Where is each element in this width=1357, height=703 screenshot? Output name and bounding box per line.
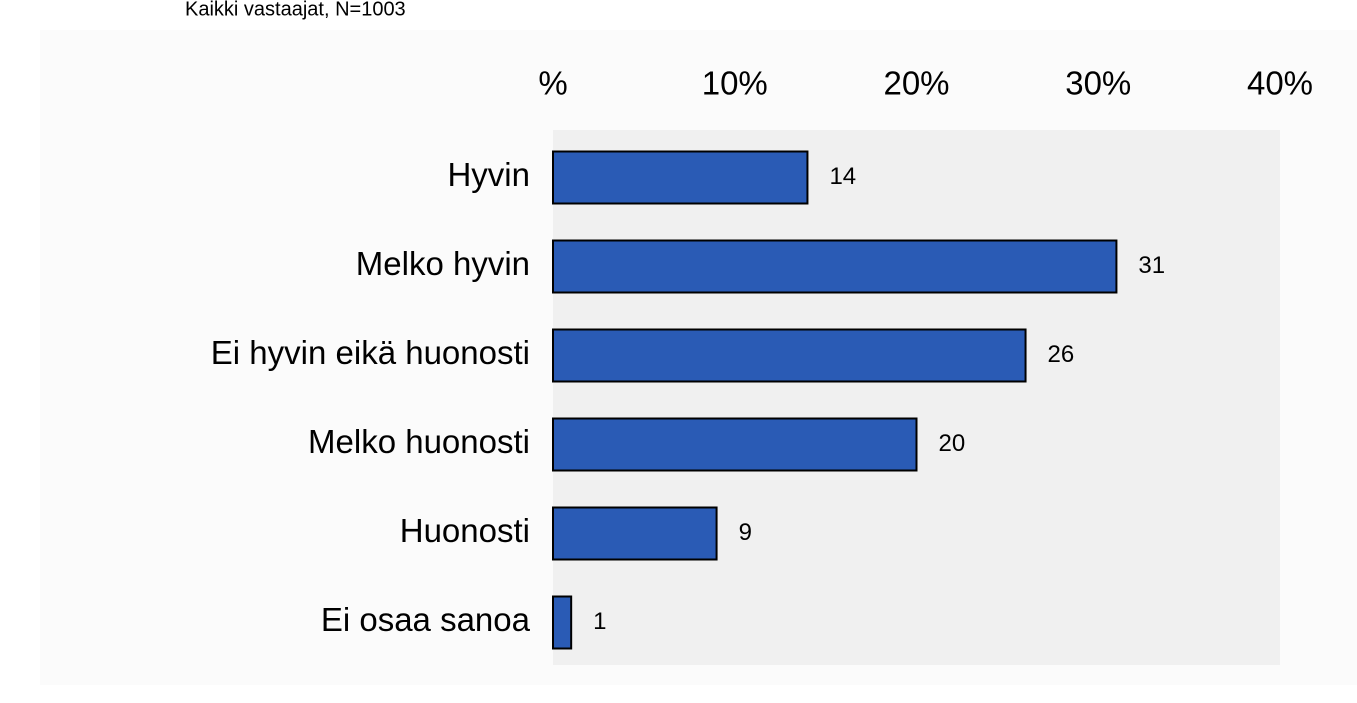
- x-tick-label: 40%: [1247, 65, 1313, 102]
- x-tick-label: 10%: [702, 65, 768, 102]
- value-label: 9: [739, 519, 752, 546]
- bar: [552, 595, 573, 650]
- y-tick-label: Melko hyvin: [356, 245, 530, 282]
- plot-area: [553, 130, 1280, 665]
- value-label: 26: [1048, 341, 1075, 368]
- bar: [552, 417, 918, 472]
- bar: [552, 506, 718, 561]
- y-tick-label: Melko huonosti: [308, 423, 530, 460]
- x-tick-label: 30%: [1065, 65, 1131, 102]
- y-tick-label: Huonosti: [400, 512, 530, 549]
- x-tick-label: %: [538, 65, 567, 102]
- bar: [552, 150, 809, 205]
- y-tick-label: Ei hyvin eikä huonosti: [211, 334, 530, 371]
- y-tick-label: Hyvin: [447, 156, 530, 193]
- bar: [552, 239, 1118, 294]
- value-label: 31: [1138, 252, 1165, 279]
- y-tick-label: Ei osaa sanoa: [321, 601, 531, 638]
- value-label: 1: [593, 608, 606, 635]
- bar: [552, 328, 1027, 383]
- value-label: 14: [829, 163, 856, 190]
- subtitle: Kaikki vastaajat, N=1003: [185, 0, 406, 20]
- x-tick-label: 20%: [883, 65, 949, 102]
- value-label: 20: [939, 430, 966, 457]
